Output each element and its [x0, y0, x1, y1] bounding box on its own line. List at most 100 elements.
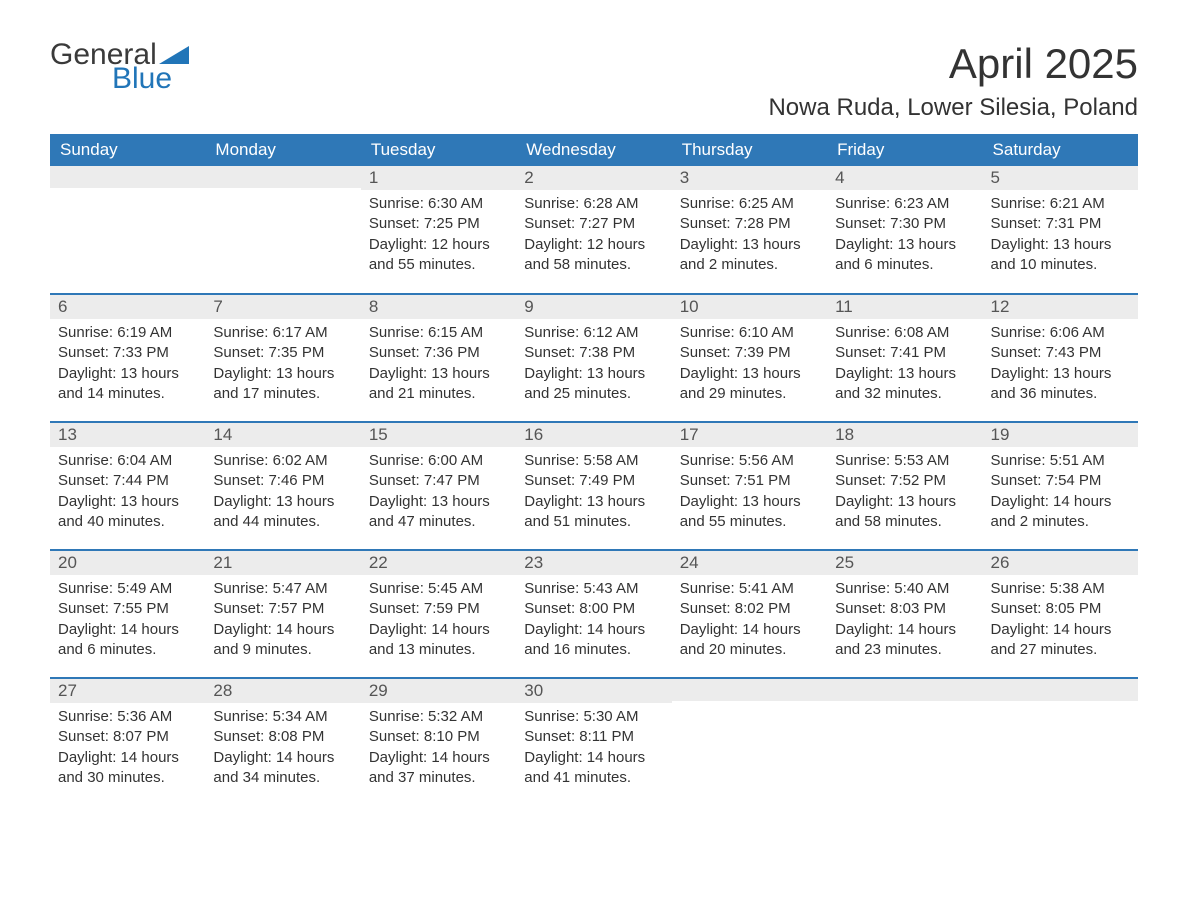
day-number: 6 — [50, 295, 205, 319]
calendar-cell — [205, 166, 360, 294]
daylight-line: Daylight: 13 hours and 32 minutes. — [835, 364, 974, 405]
calendar-cell: 26Sunrise: 5:38 AMSunset: 8:05 PMDayligh… — [983, 550, 1138, 678]
daylight-line: Daylight: 13 hours and 25 minutes. — [524, 364, 663, 405]
day-number: 20 — [50, 551, 205, 575]
day-number — [50, 166, 205, 188]
sunset-line: Sunset: 7:30 PM — [835, 214, 974, 234]
calendar-cell — [827, 678, 982, 806]
daylight-line: Daylight: 14 hours and 41 minutes. — [524, 748, 663, 789]
daylight-line: Daylight: 13 hours and 55 minutes. — [680, 492, 819, 533]
day-number: 5 — [983, 166, 1138, 190]
day-number — [672, 679, 827, 701]
calendar-cell: 21Sunrise: 5:47 AMSunset: 7:57 PMDayligh… — [205, 550, 360, 678]
calendar-week-row: 13Sunrise: 6:04 AMSunset: 7:44 PMDayligh… — [50, 422, 1138, 550]
sunset-line: Sunset: 7:46 PM — [213, 471, 352, 491]
calendar-week-row: 27Sunrise: 5:36 AMSunset: 8:07 PMDayligh… — [50, 678, 1138, 806]
day-number: 10 — [672, 295, 827, 319]
calendar-cell: 6Sunrise: 6:19 AMSunset: 7:33 PMDaylight… — [50, 294, 205, 422]
day-number: 25 — [827, 551, 982, 575]
sunrise-line: Sunrise: 6:02 AM — [213, 451, 352, 471]
daylight-line: Daylight: 12 hours and 55 minutes. — [369, 235, 508, 276]
day-content: Sunrise: 6:28 AMSunset: 7:27 PMDaylight:… — [516, 190, 671, 283]
sunset-line: Sunset: 8:03 PM — [835, 599, 974, 619]
day-content: Sunrise: 5:34 AMSunset: 8:08 PMDaylight:… — [205, 703, 360, 796]
sunrise-line: Sunrise: 5:34 AM — [213, 707, 352, 727]
daylight-line: Daylight: 14 hours and 16 minutes. — [524, 620, 663, 661]
calendar-cell: 25Sunrise: 5:40 AMSunset: 8:03 PMDayligh… — [827, 550, 982, 678]
daylight-line: Daylight: 13 hours and 29 minutes. — [680, 364, 819, 405]
day-content: Sunrise: 6:08 AMSunset: 7:41 PMDaylight:… — [827, 319, 982, 412]
day-number: 15 — [361, 423, 516, 447]
day-header: Wednesday — [516, 134, 671, 166]
daylight-line: Daylight: 14 hours and 30 minutes. — [58, 748, 197, 789]
sunset-line: Sunset: 7:52 PM — [835, 471, 974, 491]
sunset-line: Sunset: 7:49 PM — [524, 471, 663, 491]
day-content: Sunrise: 6:00 AMSunset: 7:47 PMDaylight:… — [361, 447, 516, 540]
calendar-table: Sunday Monday Tuesday Wednesday Thursday… — [50, 134, 1138, 806]
day-number: 16 — [516, 423, 671, 447]
day-content: Sunrise: 6:30 AMSunset: 7:25 PMDaylight:… — [361, 190, 516, 283]
day-number: 9 — [516, 295, 671, 319]
calendar-cell: 14Sunrise: 6:02 AMSunset: 7:46 PMDayligh… — [205, 422, 360, 550]
day-number: 11 — [827, 295, 982, 319]
calendar-week-row: 6Sunrise: 6:19 AMSunset: 7:33 PMDaylight… — [50, 294, 1138, 422]
sunrise-line: Sunrise: 5:38 AM — [991, 579, 1130, 599]
day-content: Sunrise: 6:12 AMSunset: 7:38 PMDaylight:… — [516, 319, 671, 412]
calendar-cell: 3Sunrise: 6:25 AMSunset: 7:28 PMDaylight… — [672, 166, 827, 294]
page-header: General Blue April 2025 Nowa Ruda, Lower… — [50, 40, 1138, 122]
sunset-line: Sunset: 7:27 PM — [524, 214, 663, 234]
day-header: Monday — [205, 134, 360, 166]
daylight-line: Daylight: 13 hours and 36 minutes. — [991, 364, 1130, 405]
day-number: 22 — [361, 551, 516, 575]
calendar-cell: 20Sunrise: 5:49 AMSunset: 7:55 PMDayligh… — [50, 550, 205, 678]
sunset-line: Sunset: 7:55 PM — [58, 599, 197, 619]
day-content: Sunrise: 6:04 AMSunset: 7:44 PMDaylight:… — [50, 447, 205, 540]
calendar-cell: 5Sunrise: 6:21 AMSunset: 7:31 PMDaylight… — [983, 166, 1138, 294]
day-number: 23 — [516, 551, 671, 575]
sunrise-line: Sunrise: 6:10 AM — [680, 323, 819, 343]
daylight-line: Daylight: 13 hours and 44 minutes. — [213, 492, 352, 533]
brand-logo: General Blue — [50, 40, 189, 94]
brand-word-2: Blue — [112, 64, 189, 94]
day-content: Sunrise: 6:06 AMSunset: 7:43 PMDaylight:… — [983, 319, 1138, 412]
daylight-line: Daylight: 14 hours and 2 minutes. — [991, 492, 1130, 533]
day-header: Tuesday — [361, 134, 516, 166]
daylight-line: Daylight: 14 hours and 23 minutes. — [835, 620, 974, 661]
sunrise-line: Sunrise: 5:49 AM — [58, 579, 197, 599]
page-title: April 2025 — [768, 40, 1138, 88]
sunset-line: Sunset: 7:31 PM — [991, 214, 1130, 234]
day-content: Sunrise: 6:21 AMSunset: 7:31 PMDaylight:… — [983, 190, 1138, 283]
daylight-line: Daylight: 14 hours and 34 minutes. — [213, 748, 352, 789]
day-content: Sunrise: 5:58 AMSunset: 7:49 PMDaylight:… — [516, 447, 671, 540]
sunrise-line: Sunrise: 5:41 AM — [680, 579, 819, 599]
sunset-line: Sunset: 8:02 PM — [680, 599, 819, 619]
daylight-line: Daylight: 13 hours and 6 minutes. — [835, 235, 974, 276]
sunrise-line: Sunrise: 6:28 AM — [524, 194, 663, 214]
sunset-line: Sunset: 7:54 PM — [991, 471, 1130, 491]
calendar-cell: 28Sunrise: 5:34 AMSunset: 8:08 PMDayligh… — [205, 678, 360, 806]
calendar-cell: 12Sunrise: 6:06 AMSunset: 7:43 PMDayligh… — [983, 294, 1138, 422]
calendar-header-row: Sunday Monday Tuesday Wednesday Thursday… — [50, 134, 1138, 166]
calendar-body: 1Sunrise: 6:30 AMSunset: 7:25 PMDaylight… — [50, 166, 1138, 806]
day-number: 29 — [361, 679, 516, 703]
calendar-cell: 7Sunrise: 6:17 AMSunset: 7:35 PMDaylight… — [205, 294, 360, 422]
sunset-line: Sunset: 7:35 PM — [213, 343, 352, 363]
day-number: 8 — [361, 295, 516, 319]
sunrise-line: Sunrise: 5:45 AM — [369, 579, 508, 599]
daylight-line: Daylight: 12 hours and 58 minutes. — [524, 235, 663, 276]
daylight-line: Daylight: 13 hours and 21 minutes. — [369, 364, 508, 405]
calendar-cell: 16Sunrise: 5:58 AMSunset: 7:49 PMDayligh… — [516, 422, 671, 550]
sunrise-line: Sunrise: 6:23 AM — [835, 194, 974, 214]
day-number: 4 — [827, 166, 982, 190]
sunrise-line: Sunrise: 5:56 AM — [680, 451, 819, 471]
calendar-cell: 23Sunrise: 5:43 AMSunset: 8:00 PMDayligh… — [516, 550, 671, 678]
day-content: Sunrise: 6:17 AMSunset: 7:35 PMDaylight:… — [205, 319, 360, 412]
day-content: Sunrise: 6:19 AMSunset: 7:33 PMDaylight:… — [50, 319, 205, 412]
sunset-line: Sunset: 8:10 PM — [369, 727, 508, 747]
title-block: April 2025 Nowa Ruda, Lower Silesia, Pol… — [768, 40, 1138, 122]
day-number: 17 — [672, 423, 827, 447]
day-number: 18 — [827, 423, 982, 447]
calendar-cell: 10Sunrise: 6:10 AMSunset: 7:39 PMDayligh… — [672, 294, 827, 422]
sunset-line: Sunset: 7:33 PM — [58, 343, 197, 363]
day-number: 27 — [50, 679, 205, 703]
